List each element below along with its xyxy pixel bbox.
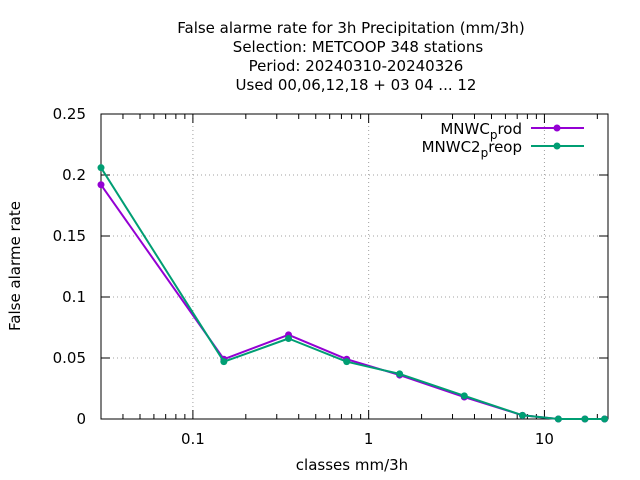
x-tick-label: 1 bbox=[364, 430, 374, 448]
legend-main-mnwc-prod: MNWC bbox=[440, 120, 489, 138]
x-tick-labels: 0.1 1 10 bbox=[181, 430, 554, 448]
y-tick-label: 0 bbox=[76, 410, 86, 428]
grid bbox=[101, 114, 608, 419]
data-point-mnwc2-preop bbox=[396, 370, 404, 378]
data-point-mnwc-prod bbox=[97, 181, 105, 189]
y-tick-label: 0.15 bbox=[53, 227, 86, 245]
chart-title: False alarme rate for 3h Precipitation (… bbox=[177, 19, 525, 94]
x-tick-label: 0.1 bbox=[181, 430, 205, 448]
legend-sub-mnwc-prod: p bbox=[490, 128, 498, 142]
legend-marker-mnwc2-preop bbox=[553, 142, 561, 150]
legend-entry-mnwc2-preop: MNWC2preop bbox=[422, 138, 584, 160]
data-point-mnwc2-preop bbox=[601, 415, 609, 423]
y-tick-label: 0.05 bbox=[53, 349, 86, 367]
title-line-4: Used 00,06,12,18 + 03 04 ... 12 bbox=[236, 76, 477, 94]
title-line-1: False alarme rate for 3h Precipitation (… bbox=[177, 19, 525, 37]
data-point-mnwc2-preop bbox=[285, 334, 293, 342]
legend-tail-mnwc2-preop: reop bbox=[488, 138, 522, 156]
data-point-mnwc2-preop bbox=[581, 415, 589, 423]
y-tick-label: 0.1 bbox=[62, 288, 86, 306]
legend-label-mnwc-prod: MNWCprod bbox=[440, 120, 522, 142]
legend-tail-mnwc-prod: rod bbox=[497, 120, 522, 138]
series-mnwc-prod bbox=[97, 181, 609, 423]
axis-ticks bbox=[101, 113, 608, 420]
y-tick-labels: 0 0.05 0.1 0.15 0.2 0.25 bbox=[53, 105, 86, 428]
legend-entry-mnwc-prod: MNWCprod bbox=[440, 120, 584, 142]
plot-frame bbox=[100, 113, 609, 420]
x-tick-label: 10 bbox=[535, 430, 554, 448]
data-point-mnwc2-preop bbox=[554, 415, 562, 423]
legend-label-mnwc2-preop: MNWC2preop bbox=[422, 138, 522, 160]
legend-main-mnwc2-preop: MNWC2 bbox=[422, 138, 481, 156]
legend-sub-mnwc2-preop: p bbox=[481, 146, 489, 160]
legend: MNWCprod MNWC2preop bbox=[422, 120, 584, 160]
data-point-mnwc2-preop bbox=[220, 358, 228, 366]
data-point-mnwc2-preop bbox=[97, 164, 105, 172]
series-mnwc2-preop bbox=[97, 164, 609, 423]
y-axis-title: False alarme rate bbox=[6, 201, 24, 331]
data-point-mnwc2-preop bbox=[518, 411, 526, 419]
series-line-mnwc2-preop bbox=[100, 167, 605, 420]
data-point-mnwc2-preop bbox=[343, 358, 351, 366]
series bbox=[97, 164, 609, 423]
legend-marker-mnwc-prod bbox=[553, 124, 561, 132]
y-tick-label: 0.2 bbox=[62, 166, 86, 184]
series-line-mnwc-prod bbox=[100, 184, 605, 420]
y-tick-label: 0.25 bbox=[53, 105, 86, 123]
x-axis-title: classes mm/3h bbox=[296, 456, 408, 474]
data-point-mnwc2-preop bbox=[460, 392, 468, 400]
title-line-3: Period: 20240310-20240326 bbox=[249, 57, 464, 75]
title-line-2: Selection: METCOOP 348 stations bbox=[233, 38, 484, 56]
